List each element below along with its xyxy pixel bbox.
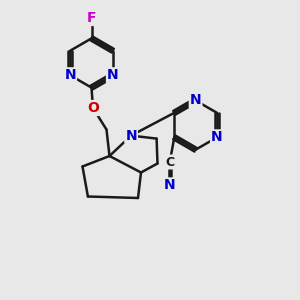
Text: O: O <box>87 101 99 115</box>
Text: N: N <box>190 94 201 107</box>
Text: N: N <box>164 178 176 192</box>
Text: N: N <box>125 129 137 142</box>
Text: N: N <box>64 68 76 82</box>
Text: F: F <box>87 11 96 25</box>
Text: C: C <box>165 155 174 169</box>
Text: N: N <box>211 130 223 144</box>
Text: N: N <box>107 68 118 82</box>
